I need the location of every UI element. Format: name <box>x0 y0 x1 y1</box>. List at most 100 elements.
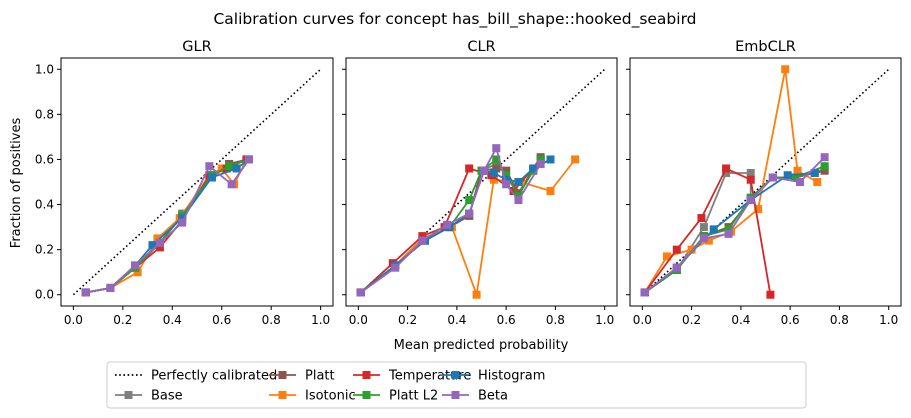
panel-glr: GLR 0.0 0.2 0.4 0.6 0.8 1.0 0.0 0.2 0.4 0.6 0.8 1.0 <box>35 39 334 327</box>
data-point <box>509 187 518 196</box>
legend-item: Base <box>115 389 183 404</box>
data-point <box>791 173 800 182</box>
series-line-isotonic <box>85 159 248 294</box>
data-point <box>153 234 162 243</box>
data-point <box>465 164 474 173</box>
legend-item: Beta <box>442 389 508 404</box>
series-line-beta <box>85 158 250 294</box>
legend-item: Platt <box>269 369 335 384</box>
legend-label: Isotonic <box>305 389 356 404</box>
data-point <box>492 164 501 173</box>
data-point <box>244 155 253 164</box>
data-point <box>514 191 523 200</box>
data-point <box>795 178 804 186</box>
x-tick-label: 0.2 <box>398 313 417 327</box>
axes-frame <box>345 57 618 307</box>
data-point <box>155 238 164 247</box>
data-point <box>746 175 755 184</box>
data-point <box>356 288 365 297</box>
series-line-temperature <box>644 167 772 295</box>
y-tick-label: 0.2 <box>35 243 54 257</box>
data-point <box>489 168 498 177</box>
data-point <box>443 220 452 229</box>
x-tick-label: 0.4 <box>731 313 750 327</box>
data-point <box>465 196 474 205</box>
data-point <box>418 236 427 245</box>
legend-label: Temperature <box>388 369 471 384</box>
data-point <box>492 159 501 168</box>
x-tick-label: 0.2 <box>113 313 132 327</box>
series-line-base <box>85 158 247 294</box>
legend-label: Beta <box>478 389 508 404</box>
data-point <box>155 243 164 252</box>
legend-item: Platt L2 <box>353 389 438 404</box>
data-point <box>766 290 775 299</box>
plot-area <box>72 68 322 297</box>
data-point <box>640 288 649 297</box>
data-point <box>529 164 538 173</box>
x-tick-label: 0.0 <box>349 313 368 327</box>
data-point <box>699 223 708 232</box>
data-point <box>783 171 792 180</box>
x-tick-label: 0.8 <box>546 313 565 327</box>
legend-item: Temperature <box>353 369 471 384</box>
data-point <box>724 225 733 234</box>
x-tick-label: 0.4 <box>447 313 466 327</box>
data-point <box>699 234 708 243</box>
data-point <box>746 196 755 205</box>
panel-embclr: EmbCLR 0.0 0.2 0.4 0.6 0.8 1.0 <box>626 39 902 327</box>
legend-label: Base <box>151 389 183 404</box>
data-point <box>662 252 671 261</box>
data-point <box>225 162 234 171</box>
data-point <box>768 173 777 182</box>
legend-label: Perfectly calibrated <box>151 369 277 384</box>
x-tick-label: 0.6 <box>497 313 516 327</box>
legend-marker <box>362 391 371 399</box>
x-tick-label: 0.6 <box>212 313 231 327</box>
series-line-temperature <box>85 158 247 294</box>
data-point <box>81 288 90 297</box>
data-point <box>502 175 511 184</box>
legend-marker <box>278 371 287 379</box>
figure-title: Calibration curves for concept has_bill_… <box>213 10 696 29</box>
data-point <box>465 209 474 218</box>
data-point <box>687 245 696 254</box>
data-point <box>418 232 427 241</box>
panel-clr: CLR 0.0 0.2 0.4 0.6 0.8 1.0 <box>342 39 618 327</box>
data-point <box>724 229 733 238</box>
data-point <box>746 168 755 177</box>
x-tick-label: 1.0 <box>311 313 330 327</box>
y-tick-label: 1.0 <box>35 62 54 76</box>
panel-title: CLR <box>467 39 495 55</box>
x-tick-label: 0.4 <box>163 313 182 327</box>
data-point <box>178 214 187 223</box>
legend-label: Platt L2 <box>389 389 438 404</box>
data-point <box>492 155 501 164</box>
data-point <box>672 263 681 272</box>
y-tick-label: 0.8 <box>35 107 54 121</box>
data-point <box>391 263 400 272</box>
legend-item: Isotonic <box>269 389 356 404</box>
x-tick-label: 0.2 <box>682 313 701 327</box>
data-point <box>514 196 523 205</box>
x-tick-label: 0.8 <box>830 313 849 327</box>
data-point <box>502 166 511 175</box>
panel-title: EmbCLR <box>735 39 796 55</box>
data-point <box>672 245 681 254</box>
series-line-perfectly-calibrated <box>641 68 890 296</box>
y-tick-label: 0.0 <box>35 288 54 302</box>
data-point <box>709 225 718 234</box>
legend-marker <box>124 391 133 399</box>
series-line-beta <box>644 156 826 294</box>
axes-frame <box>60 57 334 307</box>
legend-label: Histogram <box>478 369 545 384</box>
legend-marker <box>362 371 371 379</box>
data-point <box>514 178 523 186</box>
data-point <box>148 241 157 250</box>
data-point <box>502 171 511 180</box>
data-point <box>820 166 829 175</box>
legend-label: Platt <box>305 369 335 384</box>
legend-marker <box>451 391 460 399</box>
data-point <box>813 178 822 186</box>
